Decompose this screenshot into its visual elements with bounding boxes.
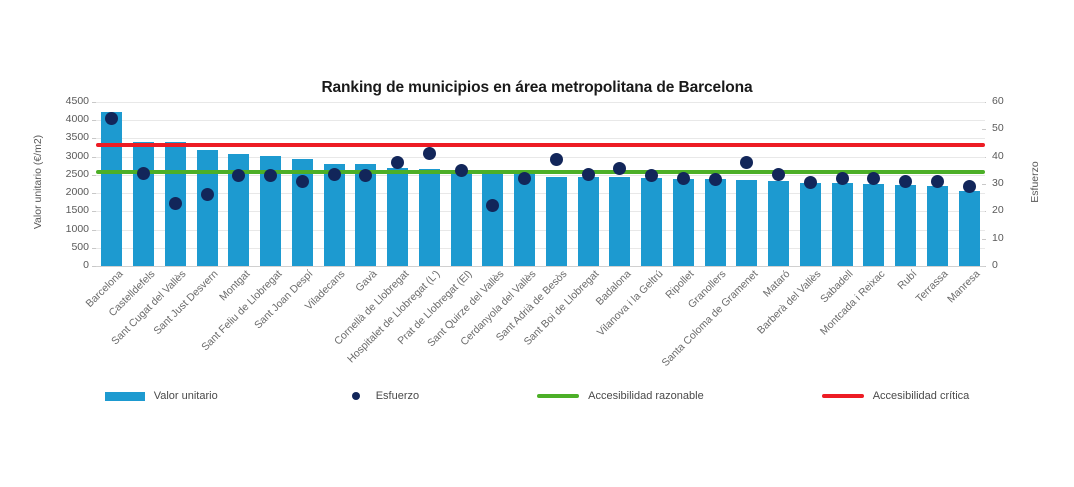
y-axis-left-tick-label: 0 xyxy=(83,259,89,271)
legend-item[interactable]: Accesibilidad razonable xyxy=(537,390,704,402)
bar[interactable] xyxy=(799,182,821,266)
bar[interactable] xyxy=(895,184,917,266)
legend-dot-marker-icon xyxy=(351,392,360,400)
legend-item-label: Accesibilidad razonable xyxy=(588,390,704,402)
y-axis-right: 0 10 20 30 40 50 60 xyxy=(982,96,1022,271)
chart-title: Ranking de municipios en área metropolit… xyxy=(321,79,753,96)
y-axis-right-tickmark xyxy=(982,238,986,240)
bar[interactable] xyxy=(514,171,536,266)
legend-red-line-icon xyxy=(821,394,864,398)
y-axis-right-tickmark xyxy=(982,129,986,131)
x-axis-category-labels: Barcelona Castelldefels Sant Cugat del Val… xyxy=(83,268,985,378)
bar[interactable] xyxy=(641,178,663,266)
bar[interactable] xyxy=(704,178,726,266)
y-axis-left-tick-label: 2500 xyxy=(65,167,89,180)
legend-item[interactable]: Esfuerzo xyxy=(336,390,419,402)
gridline xyxy=(96,211,985,213)
bar[interactable] xyxy=(164,142,186,266)
bar[interactable] xyxy=(831,183,853,266)
y-axis-left-tickmark xyxy=(92,156,96,158)
bar[interactable] xyxy=(609,177,631,266)
bar[interactable] xyxy=(228,154,250,266)
y-axis-left-tickmark xyxy=(92,120,96,122)
y-axis-right-tick-label: 60 xyxy=(992,95,1004,107)
bar[interactable] xyxy=(577,177,599,266)
y-axis-right-title: Esfuerzo xyxy=(1029,161,1041,203)
y-axis-left-tickmark xyxy=(92,138,96,140)
bar[interactable] xyxy=(387,167,409,266)
y-axis-left-tickmark xyxy=(92,266,96,267)
y-axis-left-tickmark xyxy=(92,247,96,249)
gridline xyxy=(96,174,985,176)
y-axis-right-tick-label: 30 xyxy=(992,177,1004,189)
y-axis-right-tick-label: 0 xyxy=(992,259,998,271)
gridline xyxy=(96,156,985,158)
y-axis-right-tick-label: 50 xyxy=(992,122,1004,135)
gridline xyxy=(96,138,985,140)
y-axis-right-tick-label: 10 xyxy=(992,231,1004,244)
y-axis-left-tick-label: 4500 xyxy=(65,95,89,107)
y-axis-left-tick-label: 1500 xyxy=(65,204,89,217)
y-axis-left-tickmark xyxy=(92,193,96,195)
gridline xyxy=(96,102,985,103)
legend-item[interactable]: Valor unitario xyxy=(104,390,218,402)
bar[interactable] xyxy=(545,177,567,266)
y-axis-right-tick-label: 40 xyxy=(992,149,1004,162)
bar[interactable] xyxy=(260,155,282,266)
bar[interactable] xyxy=(450,169,472,266)
legend-bar-swatch-icon xyxy=(104,391,145,401)
y-axis-right-tick-label: 20 xyxy=(992,204,1004,217)
y-axis-left-tick-label: 500 xyxy=(71,240,89,253)
bar[interactable] xyxy=(768,180,790,266)
y-axis-left-tickmark xyxy=(92,174,96,176)
y-axis-left: 0 500 1000 1500 2000 2500 3000 3500 4000 4500 xyxy=(56,96,96,271)
y-axis-left-tick-label: 3500 xyxy=(65,131,89,144)
bar[interactable] xyxy=(736,179,758,266)
y-axis-left-tickmark xyxy=(92,229,96,231)
y-axis-left-tick-label: 3000 xyxy=(65,149,89,162)
gridline xyxy=(96,193,985,195)
bar[interactable] xyxy=(355,164,377,266)
bar[interactable] xyxy=(958,190,980,266)
y-axis-left-tickmark xyxy=(92,102,96,103)
chart-legend: Valor unitario Esfuerzo Accesibilidad razo… xyxy=(0,386,1074,406)
bar[interactable] xyxy=(291,158,313,266)
bar[interactable] xyxy=(672,178,694,266)
gridline xyxy=(96,229,985,231)
y-axis-left-tick-label: 2000 xyxy=(65,186,89,199)
plot-area xyxy=(96,102,985,267)
bar[interactable] xyxy=(863,184,885,266)
y-axis-left-tickmark xyxy=(92,211,96,213)
legend-item-label: Accesibilidad crítica xyxy=(872,390,970,402)
gridline xyxy=(96,120,985,122)
bar[interactable] xyxy=(101,112,123,266)
legend-item-label: Valor unitario xyxy=(153,390,218,402)
bar[interactable] xyxy=(418,168,440,266)
bar[interactable] xyxy=(926,186,948,266)
y-axis-left-tick-label: 4000 xyxy=(65,113,89,126)
bar[interactable] xyxy=(323,164,345,266)
bar[interactable] xyxy=(482,170,504,266)
y-axis-left-tick-label: 1000 xyxy=(65,222,89,235)
legend-item[interactable]: Accesibilidad crítica xyxy=(821,390,970,402)
gridline xyxy=(96,266,985,267)
y-axis-left-title: Valor unitario (€/m2) xyxy=(32,134,44,230)
legend-green-line-icon xyxy=(537,394,580,398)
bar[interactable] xyxy=(196,150,218,266)
bars-layer xyxy=(96,102,985,266)
y-axis-right-tickmark xyxy=(982,184,986,185)
gridline xyxy=(96,247,985,249)
bar[interactable] xyxy=(133,142,155,266)
legend-item-label: Esfuerzo xyxy=(375,390,420,402)
